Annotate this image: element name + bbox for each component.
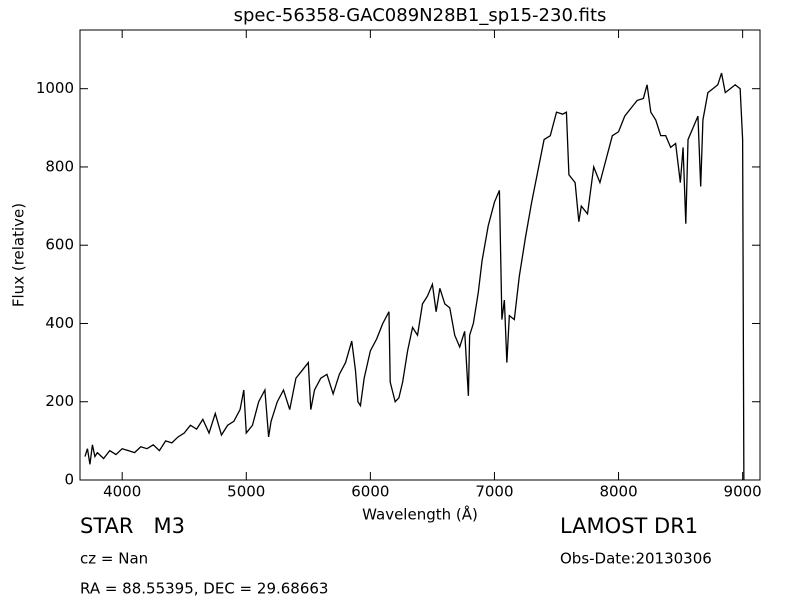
y-tick-label: 600 xyxy=(45,236,74,254)
plot-frame xyxy=(79,29,761,481)
annotation: cz = Nan xyxy=(80,550,148,568)
y-tick-label: 800 xyxy=(45,157,74,175)
annotation: Obs-Date:20130306 xyxy=(560,550,712,568)
chart-title: spec-56358-GAC089N28B1_sp15-230.fits xyxy=(234,5,607,26)
y-tick-label: 400 xyxy=(45,314,74,332)
x-axis-label: Wavelength (Å) xyxy=(362,505,478,524)
x-tick-label: 7000 xyxy=(475,483,513,501)
spectrum-line xyxy=(84,72,745,480)
annotation: STAR M3 xyxy=(80,514,185,538)
x-tick-label: 9000 xyxy=(724,483,762,501)
y-tick-label: 1000 xyxy=(36,79,74,97)
x-tick-label: 8000 xyxy=(599,483,637,501)
annotation: LAMOST DR1 xyxy=(560,514,698,538)
x-tick-label: 4000 xyxy=(103,483,141,501)
y-tick-label: 200 xyxy=(45,392,74,410)
annotation: RA = 88.55395, DEC = 29.68663 xyxy=(80,580,328,598)
x-tick-label: 6000 xyxy=(351,483,389,501)
x-tick-label: 5000 xyxy=(227,483,265,501)
y-tick-label: 0 xyxy=(64,471,74,489)
y-axis-label: Flux (relative) xyxy=(10,203,28,307)
